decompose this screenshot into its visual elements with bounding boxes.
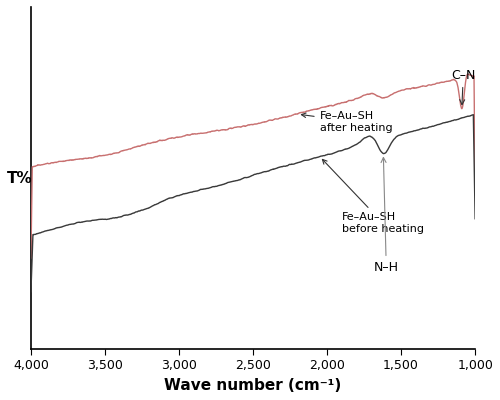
Text: Fe–Au–SH
before heating: Fe–Au–SH before heating bbox=[322, 160, 424, 234]
X-axis label: Wave number (cm⁻¹): Wave number (cm⁻¹) bbox=[164, 378, 342, 393]
Text: N–H: N–H bbox=[374, 158, 399, 274]
Text: C–N: C–N bbox=[451, 69, 475, 105]
Text: Fe–Au–SH
after heating: Fe–Au–SH after heating bbox=[302, 111, 392, 133]
Y-axis label: T%: T% bbox=[7, 170, 32, 186]
